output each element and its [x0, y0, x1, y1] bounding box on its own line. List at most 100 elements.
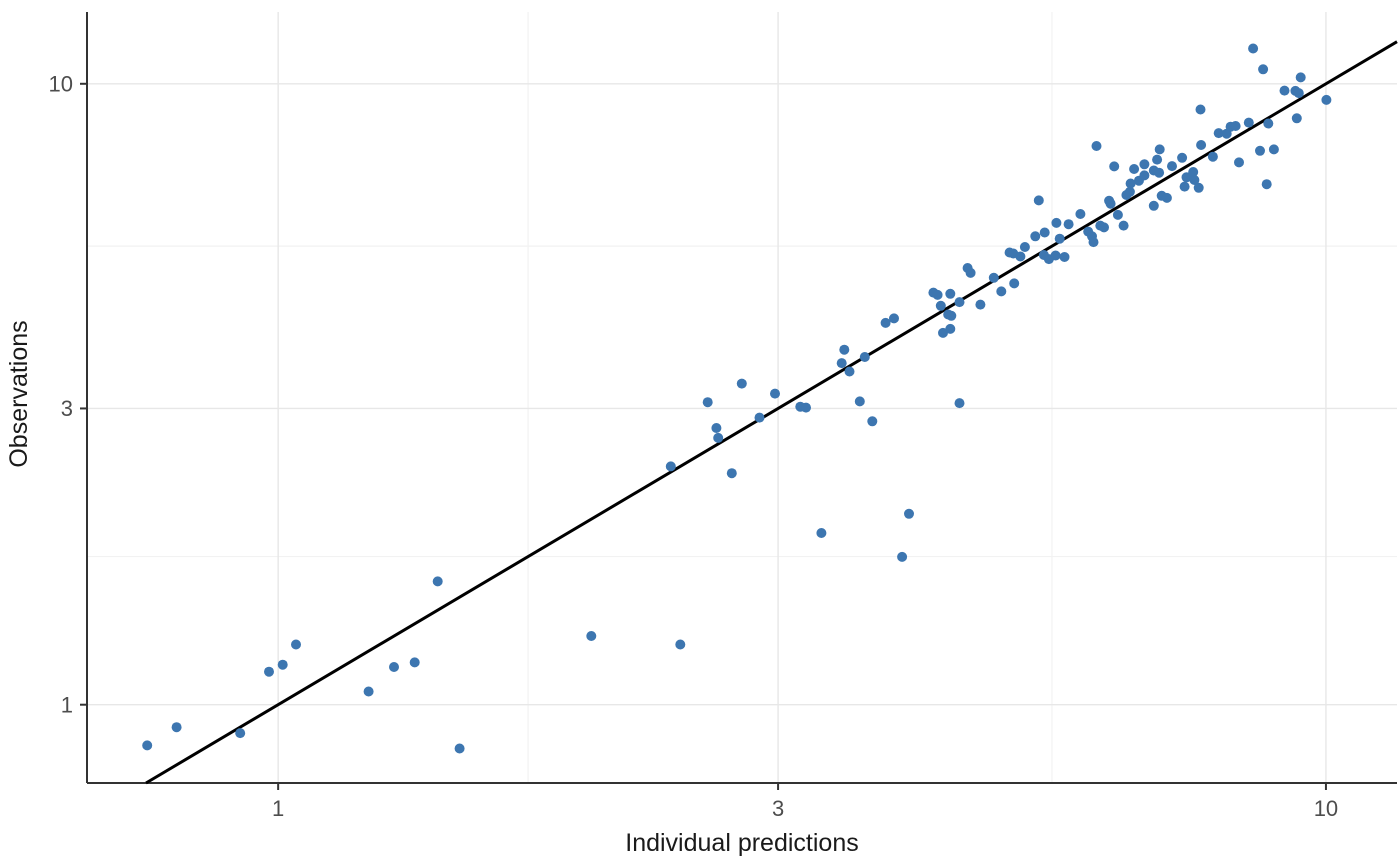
data-point — [1161, 192, 1172, 203]
y-tick-label: 10 — [49, 71, 73, 96]
data-point — [1321, 94, 1332, 105]
data-point — [1124, 186, 1135, 197]
data-point — [1213, 128, 1224, 139]
data-point — [1188, 167, 1199, 177]
identity-line-segment — [145, 40, 1398, 785]
data-point — [726, 468, 737, 479]
y-tick-label: 1 — [61, 692, 73, 717]
data-point — [363, 686, 374, 697]
data-point — [897, 551, 908, 562]
data-point — [1291, 113, 1302, 124]
data-point — [1196, 140, 1207, 150]
data-point — [409, 657, 420, 668]
data-point — [854, 396, 865, 407]
data-point — [1148, 200, 1159, 211]
axis-lines — [86, 12, 1397, 784]
data-point — [736, 378, 747, 389]
data-point — [1063, 219, 1074, 230]
data-point — [844, 366, 855, 377]
data-point — [1234, 157, 1244, 168]
data-point — [945, 323, 956, 334]
data-point — [291, 639, 301, 650]
data-point — [1154, 167, 1165, 178]
data-point — [1099, 222, 1109, 233]
data-point — [1295, 72, 1306, 83]
data-point — [171, 722, 182, 733]
data-point — [1195, 104, 1206, 115]
data-point — [277, 659, 288, 670]
data-point — [1054, 233, 1065, 244]
data-point — [996, 286, 1007, 297]
data-point — [1139, 159, 1150, 170]
minor-gridlines — [87, 12, 1397, 783]
data-point — [1050, 250, 1061, 261]
data-point — [1279, 85, 1290, 96]
data-point — [867, 416, 878, 427]
data-point — [1109, 161, 1120, 172]
data-point — [1258, 64, 1269, 75]
data-point — [839, 344, 850, 355]
data-point — [880, 317, 891, 328]
data-point — [702, 397, 713, 408]
data-point — [432, 576, 443, 587]
data-point — [711, 423, 722, 433]
x-tick-label: 10 — [1314, 796, 1338, 821]
data-point — [1051, 217, 1062, 228]
data-point — [1139, 170, 1150, 181]
data-point — [665, 461, 676, 472]
data-point — [454, 743, 465, 754]
data-point — [675, 639, 686, 650]
data-point — [1248, 43, 1259, 54]
data-point — [1207, 151, 1218, 162]
data-point — [1118, 220, 1129, 231]
data-point — [932, 289, 943, 300]
data-point — [1112, 209, 1123, 220]
data-point — [1105, 198, 1116, 209]
data-point — [1091, 141, 1102, 151]
data-point — [1293, 88, 1304, 99]
data-point — [1033, 195, 1044, 206]
data-point — [1177, 152, 1188, 163]
data-point — [1255, 145, 1265, 156]
y-tick-label: 3 — [61, 396, 73, 421]
data-point — [1015, 251, 1026, 262]
data-point — [1152, 154, 1163, 165]
data-point — [389, 662, 399, 672]
data-point — [1261, 179, 1272, 190]
data-point — [1059, 252, 1070, 262]
data-point — [954, 398, 965, 409]
data-points-layer — [142, 43, 1332, 754]
data-point — [946, 310, 957, 321]
data-point — [935, 300, 946, 311]
data-point — [754, 412, 765, 423]
data-point — [1154, 144, 1165, 155]
data-point — [1075, 209, 1086, 219]
data-point — [836, 358, 847, 369]
data-point — [988, 272, 999, 283]
data-point — [770, 388, 780, 399]
data-point — [904, 508, 914, 519]
data-point — [235, 728, 246, 739]
data-point — [1263, 118, 1274, 129]
data-point — [938, 327, 948, 338]
data-point — [713, 432, 724, 443]
x-tick-label: 3 — [772, 796, 784, 821]
data-point — [586, 631, 597, 641]
data-point — [1193, 182, 1204, 193]
data-point — [1181, 172, 1192, 183]
data-point — [1268, 144, 1279, 155]
data-point — [1230, 121, 1241, 131]
x-axis-title: Individual predictions — [625, 829, 858, 857]
tick-marks — [80, 82, 1327, 790]
tick-labels: 1 3 10 1 3 10 — [49, 71, 1339, 821]
data-point — [1019, 242, 1030, 252]
data-point — [1189, 175, 1200, 185]
data-point — [954, 297, 965, 308]
data-point — [142, 740, 153, 751]
y-axis-title: Observations — [5, 320, 33, 467]
data-point — [975, 299, 986, 310]
data-point — [1125, 178, 1136, 189]
data-point — [1167, 161, 1177, 172]
data-point — [816, 528, 827, 538]
